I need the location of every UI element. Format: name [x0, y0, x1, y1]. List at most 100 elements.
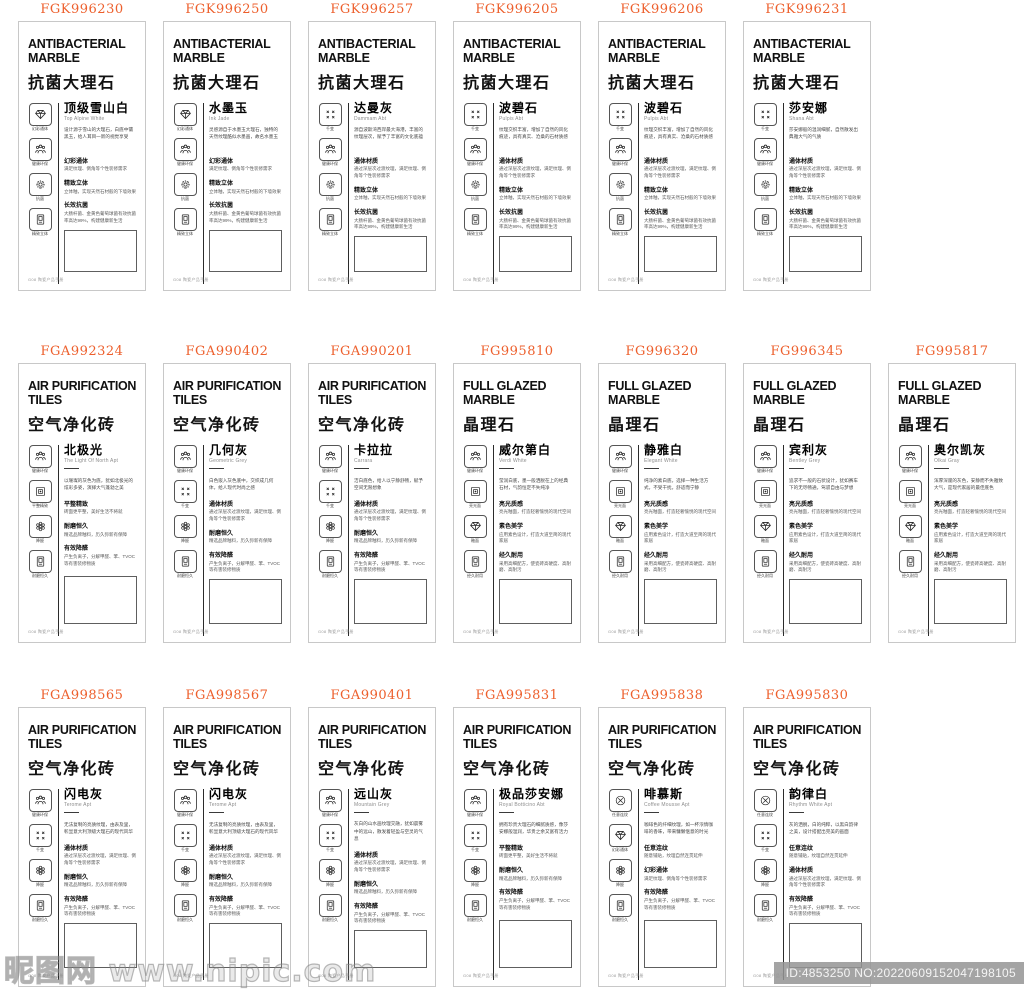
- frame-icon: [28, 479, 52, 503]
- feature-text: 砖面更平整，美好生活不将就: [64, 509, 123, 515]
- card-content: 健康环保 千变 降醛 耐磨恒久 远山灰 Mountain Grey 灰白的山水画纹理交融，犹…: [318, 787, 427, 980]
- feature-title: 通体材质: [209, 501, 234, 508]
- product-name: 几何灰: [209, 442, 249, 457]
- product-code: FGK996231: [765, 2, 849, 17]
- icon-label: 健康环保: [32, 467, 48, 473]
- feature-text: 通过深层次过渡纹理，满足纹理、倒角等个性装修需求: [789, 875, 861, 888]
- product-cell: FGA998567 AIR PURIFICATION TILES 空气净化砖 健康环保…: [163, 688, 291, 987]
- category-title-cn: 抗菌大理石: [173, 74, 261, 92]
- feature-section: 有效降醛 产生负离子，分解甲醛、苯、TVOC等有害装修物质: [64, 543, 137, 567]
- feature-section: 经久耐用 采用高细配方，使瓷砖高硬度、高耐磨、高耐污: [789, 550, 862, 574]
- feature-title: 经久耐用: [934, 553, 959, 560]
- icon-item: 亮光面: [608, 479, 632, 508]
- feature-text: 通过深层次过渡纹理，满足纹理、倒角等个性装修需求: [354, 860, 426, 873]
- people-icon: [28, 444, 52, 468]
- card-header: ANTIBACTERIAL MARBLE 抗菌大理石: [28, 37, 137, 93]
- feature-text: 产生负离子，分解甲醛、苯、TVOC等有害装修物质: [64, 904, 135, 917]
- icon-item: 幻彩通体: [28, 102, 52, 131]
- product-card: AIR PURIFICATION TILES 空气净化砖 健康环保 千变 降醛 耐磨恒久极…: [453, 707, 581, 987]
- feature-title: 精致立体: [789, 187, 814, 194]
- feature-section: 素色美学 应用素色设计，打造大道至简的现代家居: [789, 521, 862, 545]
- category-title-en: ANTIBACTERIAL MARBLE: [463, 37, 561, 65]
- name-underline: [499, 811, 514, 813]
- gem-icon: [898, 514, 922, 538]
- product-card: ANTIBACTERIAL MARBLE 抗菌大理石 幻彩通体 健康环保 抗菌 精致立体水…: [163, 21, 291, 291]
- frame-icon: [608, 479, 632, 503]
- category-title-en: AIR PURIFICATION TILES: [173, 379, 282, 407]
- feature-text: 产生负离子，分解甲醛、苯、TVOC等有害装修物质: [789, 904, 860, 917]
- name-underline: [354, 811, 369, 813]
- icon-label: 千变: [326, 502, 334, 508]
- icon-item: 健康环保: [753, 444, 777, 473]
- card-header: AIR PURIFICATION TILES 空气净化砖: [173, 723, 282, 779]
- icon-item: 千变: [463, 823, 487, 852]
- feature-section: 有效降醛 产生负离子，分解甲醛、苯、TVOC等有害装修物质: [644, 887, 717, 911]
- icon-item: 耐磨恒久: [463, 893, 487, 922]
- icon-item: 健康环保: [463, 137, 487, 166]
- icon-column: 任意连纹 千变 降醛 耐磨恒久: [753, 788, 777, 981]
- product-card: AIR PURIFICATION TILES 空气净化砖 任意连纹 幻彩通体 降醛 耐磨恒…: [598, 707, 726, 987]
- feature-title: 耐磨恒久: [209, 530, 234, 537]
- vertical-divider: [783, 444, 784, 636]
- product-name-en: Dammam Abt: [354, 115, 387, 122]
- icon-item: 降醛: [318, 514, 342, 543]
- icon-label: 降醛: [181, 881, 189, 887]
- gem-icon: [608, 514, 632, 538]
- feature-text: 产生负离子，分解甲醛、苯、TVOC等有害装修物质: [209, 904, 280, 917]
- people-icon: [173, 137, 197, 161]
- card-header: ANTIBACTERIAL MARBLE 抗菌大理石: [173, 37, 282, 93]
- feature-section: 有效降醛 产生负离子，分解甲醛、苯、TVOC等有害装修物质: [64, 894, 137, 918]
- icon-label: 经久耐用: [757, 572, 773, 578]
- feature-title: 素色美学: [934, 524, 959, 531]
- card-header: FULL GLAZED MARBLE 晶理石: [898, 379, 1007, 435]
- icon-label: 抗菌: [36, 195, 44, 201]
- category-title-en: ANTIBACTERIAL MARBLE: [318, 37, 416, 65]
- product-card: ANTIBACTERIAL MARBLE 抗菌大理石 千变 健康环保 抗菌 精致立体 波碧石…: [453, 21, 581, 291]
- feature-title: 耐磨恒久: [354, 881, 379, 888]
- frame-icon: [463, 479, 487, 503]
- door-icon: [463, 549, 487, 573]
- flower-icon: [173, 514, 197, 538]
- card-body: 极品莎安娜 Royal Botticino Abt 拥有珍贵大理石的细腻质感，像莎安…: [499, 787, 572, 981]
- product-card: AIR PURIFICATION TILES 空气净化砖 健康环保 千变 降醛 耐磨恒久几…: [163, 363, 291, 643]
- feature-section: 耐磨恒久 精选品牌釉料，历久弥新有保障: [499, 865, 572, 882]
- icon-item: 耐磨恒久: [318, 893, 342, 922]
- vertical-divider: [783, 788, 784, 980]
- card-footer-note: G08 陶瓷产品手册: [898, 629, 934, 634]
- product-code: FGA992324: [40, 344, 124, 359]
- people-icon: [463, 788, 487, 812]
- intro-text: 灰白的山水画纹理交融，犹如晨雾中的远山，散发着轻盈与空灵的气息: [354, 821, 423, 841]
- door-icon: [173, 893, 197, 917]
- feature-section: 幻彩通体 满足纹理、倒角等个性装修需求: [209, 156, 282, 173]
- category-title-cn: 空气净化砖: [173, 416, 261, 434]
- product-cell: FG995810 FULL GLAZED MARBLE 晶理石 健康环保 亮光面 釉面 经久…: [453, 344, 581, 643]
- swatch-box: [934, 579, 1007, 624]
- door-icon: [173, 207, 197, 231]
- icon-label: 经久耐用: [902, 572, 918, 578]
- product-name-en: Royal Botticino Abt: [499, 801, 545, 808]
- icon-label: 釉面: [761, 537, 769, 543]
- intro-text: 浑厚深邃的灰色，安静而不失雅致大气，是现代家居的最佳底色: [934, 477, 1003, 490]
- category-title-en: AIR PURIFICATION TILES: [753, 723, 862, 751]
- vertical-divider: [783, 102, 784, 284]
- icon-item: 经久耐用: [898, 549, 922, 578]
- feature-text: 精选品牌釉料，历久弥新有保障: [64, 882, 127, 888]
- icon-label: 精致立体: [322, 230, 338, 236]
- category-title-cn: 空气净化砖: [28, 416, 116, 434]
- card-header: AIR PURIFICATION TILES 空气净化砖: [28, 723, 137, 779]
- icon-column: 健康环保 平整精致 降醛 耐磨恒久: [28, 444, 52, 637]
- feature-text: 亮光釉面，打造轻奢愉悦的现代空间: [789, 509, 861, 515]
- icon-item: 亮光面: [753, 479, 777, 508]
- icon-label: 降醛: [36, 537, 44, 543]
- people-icon: [28, 137, 52, 161]
- icon-label: 健康环保: [612, 467, 628, 473]
- flower-icon: [28, 514, 52, 538]
- door-icon: [28, 893, 52, 917]
- icon-label: 耐磨恒久: [177, 572, 193, 578]
- swatch-box: [789, 236, 862, 272]
- people-icon: [318, 137, 342, 161]
- icon-label: 千变: [471, 125, 479, 131]
- feature-title: 精致立体: [499, 187, 524, 194]
- category-title-en: AIR PURIFICATION TILES: [318, 379, 427, 407]
- product-code: FG996320: [625, 344, 699, 359]
